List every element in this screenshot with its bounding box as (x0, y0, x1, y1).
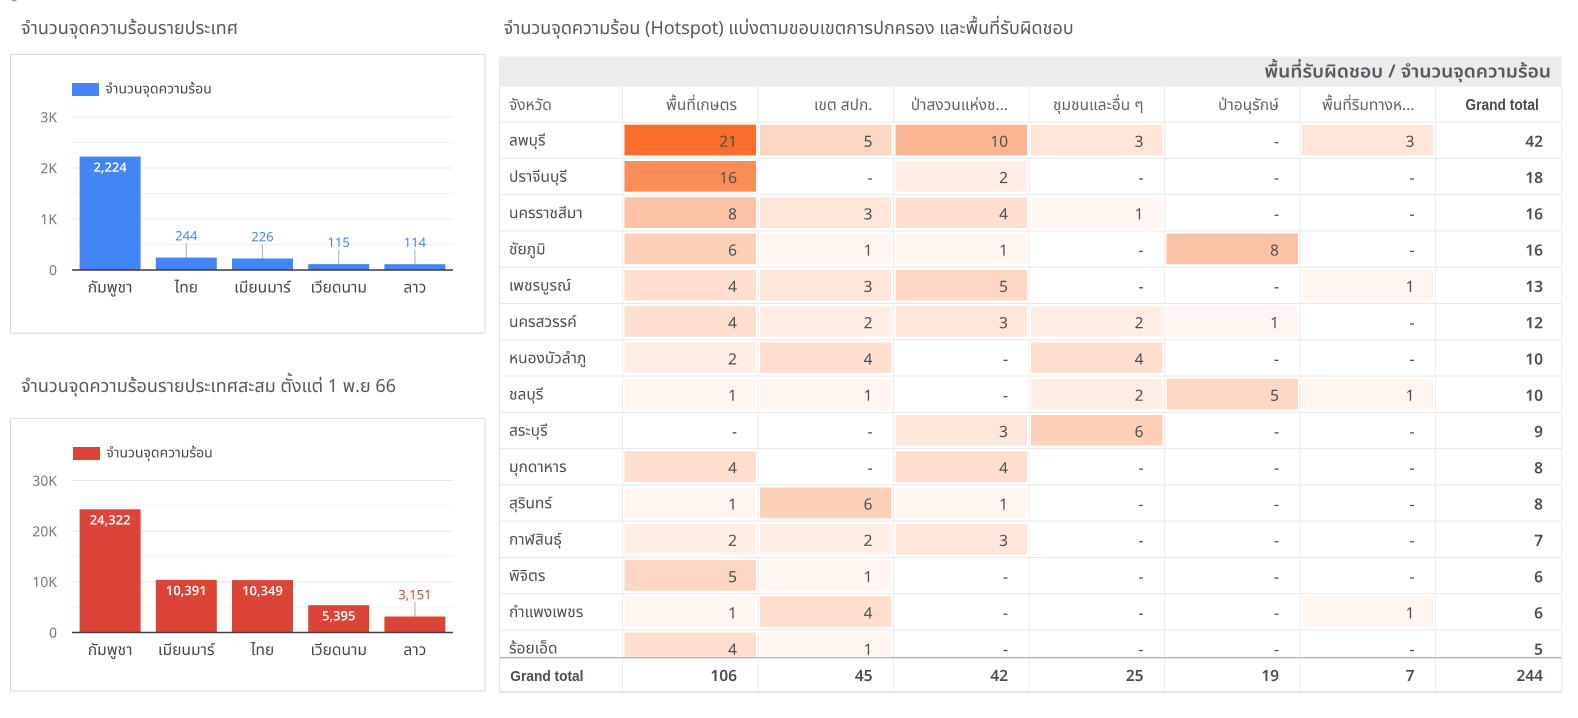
svg-text:Grand total: Grand total (1465, 97, 1539, 114)
svg-text:Grand total: Grand total (510, 668, 583, 685)
